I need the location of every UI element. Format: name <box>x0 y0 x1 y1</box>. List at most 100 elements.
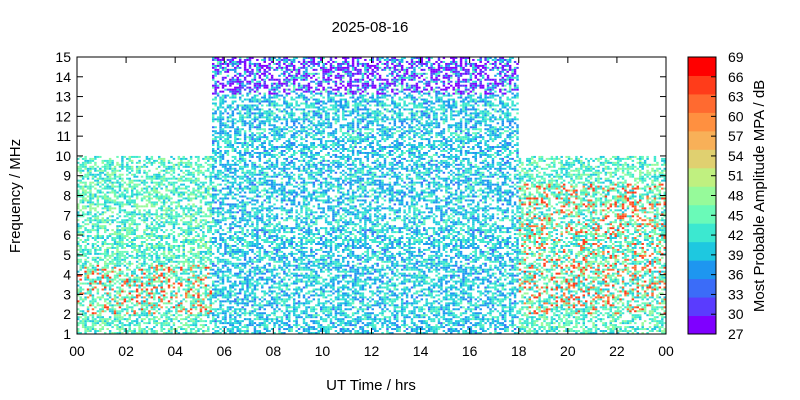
heatmap-cell <box>221 201 225 204</box>
heatmap-cell <box>253 326 257 329</box>
heatmap-cell <box>130 201 134 204</box>
heatmap-cell <box>253 140 257 143</box>
heatmap-cell <box>175 248 178 251</box>
heatmap-cell <box>184 270 188 273</box>
heatmap-cell <box>140 189 144 192</box>
heatmap-cell <box>162 328 166 331</box>
heatmap-cell <box>162 237 166 240</box>
heatmap-cell <box>241 120 244 123</box>
heatmap-cell <box>258 237 262 240</box>
heatmap-cell <box>253 268 257 271</box>
heatmap-cell <box>246 282 249 285</box>
heatmap-cell <box>145 312 149 315</box>
heatmap-cell <box>241 153 244 156</box>
heatmap-cell <box>258 155 262 158</box>
heatmap-cell <box>180 306 183 309</box>
heatmap-cell <box>256 136 259 139</box>
heatmap-cell <box>207 225 210 228</box>
heatmap-cell <box>140 304 144 307</box>
heatmap-cell <box>265 239 269 242</box>
heatmap-cell <box>113 173 117 176</box>
heatmap-cell <box>219 304 222 307</box>
heatmap-cell <box>140 250 144 253</box>
heatmap-cell <box>207 157 210 160</box>
heatmap-cell <box>226 292 230 295</box>
heatmap-cell <box>126 284 129 287</box>
heatmap-cell <box>246 148 249 150</box>
heatmap-cell <box>256 146 259 149</box>
heatmap-cell <box>221 264 225 267</box>
heatmap-cell <box>224 175 227 178</box>
heatmap-cell <box>162 175 166 178</box>
heatmap-cell <box>182 256 185 259</box>
heatmap-cell <box>187 235 190 238</box>
heatmap-cell <box>145 262 149 265</box>
heatmap-cell <box>111 173 114 176</box>
heatmap-cell <box>121 332 124 334</box>
heatmap-cell <box>248 241 252 243</box>
heatmap-cell <box>175 300 178 303</box>
heatmap-cell <box>219 110 222 113</box>
heatmap-cell <box>253 330 257 333</box>
heatmap-cell <box>157 155 161 158</box>
heatmap-cell <box>216 169 220 172</box>
heatmap-cell <box>106 276 109 279</box>
heatmap-cell <box>197 183 200 186</box>
heatmap-cell <box>91 157 95 160</box>
heatmap-cell <box>246 280 249 283</box>
heatmap-cell <box>113 181 117 184</box>
heatmap-cell <box>248 217 252 220</box>
heatmap-cell <box>270 292 274 295</box>
heatmap-cell <box>219 258 222 261</box>
heatmap-cell <box>184 328 188 331</box>
heatmap-cell <box>84 252 87 255</box>
heatmap-cell <box>155 217 158 220</box>
heatmap-cell <box>96 296 100 299</box>
heatmap-cell <box>207 310 210 313</box>
heatmap-cell <box>143 197 146 200</box>
heatmap-cell <box>165 256 168 259</box>
heatmap-cell <box>270 114 274 117</box>
heatmap-cell <box>273 100 276 103</box>
heatmap-cell <box>91 264 95 267</box>
heatmap-cell <box>91 225 95 228</box>
heatmap-cell <box>130 290 134 293</box>
heatmap-cell <box>81 197 85 200</box>
heatmap-cell <box>229 211 232 214</box>
heatmap-cell <box>94 229 97 232</box>
heatmap-cell <box>207 330 210 333</box>
heatmap-cell <box>214 130 217 133</box>
heatmap-cell <box>202 215 205 218</box>
heatmap-cell <box>79 332 82 334</box>
heatmap-cell <box>162 165 166 168</box>
heatmap-cell <box>182 328 185 331</box>
heatmap-cell <box>84 330 87 333</box>
heatmap-cell <box>209 260 212 263</box>
heatmap-cell <box>194 161 198 164</box>
heatmap-cell <box>216 290 220 293</box>
heatmap-cell <box>172 306 176 309</box>
heatmap-cell <box>170 221 173 224</box>
heatmap-cell <box>140 288 144 291</box>
heatmap-cell <box>253 165 257 168</box>
heatmap-cell <box>248 181 252 184</box>
heatmap-cell <box>108 157 112 160</box>
heatmap-cell <box>84 312 87 315</box>
heatmap-cell <box>265 209 269 212</box>
heatmap-cell <box>207 159 210 162</box>
heatmap-cell <box>94 246 97 249</box>
heatmap-cell <box>273 149 276 152</box>
heatmap-cell <box>268 211 271 214</box>
heatmap-cell <box>140 256 144 259</box>
heatmap-cell <box>207 221 210 224</box>
heatmap-cell <box>253 74 257 77</box>
heatmap-cell <box>96 282 100 285</box>
heatmap-cell <box>101 221 104 224</box>
heatmap-cell <box>145 268 149 271</box>
heatmap-cell <box>175 306 178 309</box>
heatmap-cell <box>150 177 154 180</box>
heatmap-cell <box>145 195 149 198</box>
heatmap-cell <box>187 239 190 242</box>
heatmap-cell <box>108 165 112 168</box>
heatmap-cell <box>231 227 235 230</box>
